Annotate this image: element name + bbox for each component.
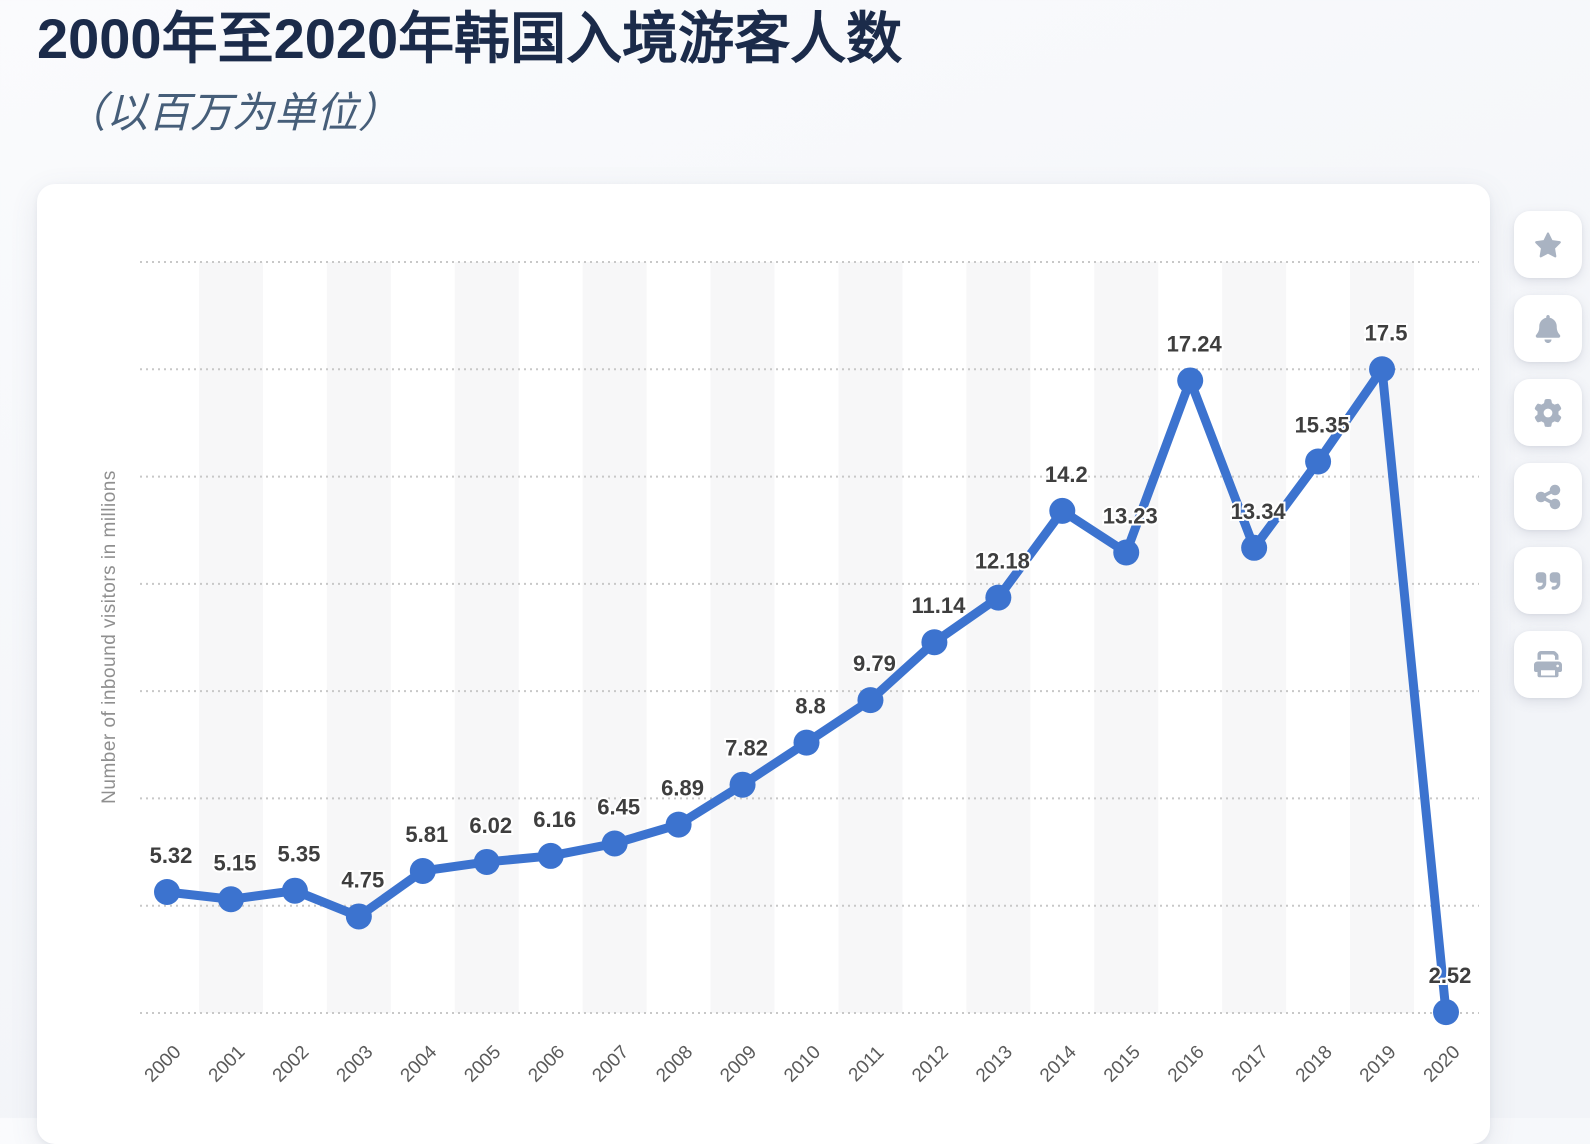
value-label: 6.89 (661, 776, 704, 801)
page-title: 2000年至2020年韩国入境游客人数 (37, 7, 903, 70)
value-label: 9.79 (853, 651, 896, 676)
x-tick-label: 2020 (1420, 1042, 1465, 1087)
data-point[interactable] (665, 811, 692, 838)
data-point[interactable] (217, 886, 244, 913)
value-label: 6.45 (597, 794, 640, 819)
data-point[interactable] (1305, 448, 1332, 475)
x-tick-label: 2017 (1228, 1042, 1273, 1087)
value-label: 12.18 (975, 549, 1030, 574)
year-band (1094, 262, 1159, 1013)
data-point[interactable] (921, 629, 948, 656)
value-label: 6.16 (533, 807, 576, 832)
data-point[interactable] (985, 584, 1012, 611)
printer-icon (1534, 650, 1562, 677)
data-point[interactable] (281, 877, 308, 904)
print-button[interactable] (1514, 631, 1582, 698)
value-label: 11.14 (911, 593, 966, 618)
y-axis-title: Number of inbound visitors in millions (99, 470, 120, 804)
data-point[interactable] (857, 687, 884, 714)
data-point[interactable] (473, 848, 500, 875)
value-label: 17.5 (1365, 320, 1408, 345)
year-band (454, 262, 519, 1013)
data-point[interactable] (729, 771, 756, 798)
data-point[interactable] (793, 729, 820, 756)
year-band (1222, 262, 1287, 1013)
year-band (326, 262, 391, 1013)
x-tick-label: 2009 (716, 1042, 761, 1087)
data-point[interactable] (409, 857, 436, 884)
settings-button[interactable] (1514, 379, 1582, 446)
line-chart[interactable]: 5.32 5.15 5.35 4.75 5.81 6.02 6.16 6.45 6.89 7.82… (37, 184, 1490, 1118)
data-point[interactable] (1049, 497, 1076, 524)
x-tick-label: 2012 (908, 1042, 953, 1087)
x-tick-label: 2003 (333, 1042, 378, 1087)
x-tick-label: 2014 (1036, 1041, 1081, 1086)
x-tick-label: 2001 (205, 1042, 250, 1087)
data-point[interactable] (1177, 367, 1204, 394)
data-point[interactable] (1369, 356, 1396, 383)
value-label: 13.23 (1103, 504, 1158, 529)
quote-icon (1535, 571, 1561, 590)
x-tick-label: 2007 (588, 1042, 633, 1087)
favorite-button[interactable] (1514, 211, 1582, 278)
x-tick-label: 2019 (1356, 1042, 1401, 1087)
data-point[interactable] (1433, 999, 1459, 1026)
x-tick-label: 2000 (141, 1042, 186, 1087)
x-tick-label: 2015 (1100, 1042, 1145, 1087)
notifications-button[interactable] (1514, 295, 1582, 362)
year-band (582, 262, 647, 1013)
value-label: 5.81 (405, 822, 448, 847)
value-label: 5.15 (214, 850, 257, 875)
x-tick-label: 2002 (269, 1042, 314, 1087)
value-label: 17.24 (1167, 331, 1223, 356)
star-icon (1535, 232, 1561, 257)
chart-card: 5.32 5.15 5.35 4.75 5.81 6.02 6.16 6.45 6.89 7.82… (37, 184, 1490, 1144)
page-subtitle: （以百万为单位） (64, 89, 401, 136)
value-label: 13.34 (1231, 499, 1287, 524)
cite-button[interactable] (1514, 547, 1582, 614)
x-tick-label: 2006 (524, 1042, 569, 1087)
data-point[interactable] (537, 842, 564, 869)
value-label: 4.75 (341, 867, 384, 892)
share-icon (1535, 484, 1561, 509)
gear-icon (1534, 398, 1562, 427)
x-tick-label: 2011 (845, 1042, 889, 1086)
x-tick-label: 2016 (1164, 1042, 1209, 1087)
x-tick-label: 2013 (972, 1042, 1017, 1087)
value-label: 8.8 (795, 694, 826, 719)
year-band (838, 262, 903, 1013)
value-label: 7.82 (725, 736, 768, 761)
year-band (966, 262, 1031, 1013)
x-tick-label: 2018 (1292, 1042, 1337, 1087)
value-label: 5.35 (277, 842, 320, 867)
data-point[interactable] (601, 830, 628, 857)
value-label: 15.35 (1295, 413, 1350, 438)
data-point[interactable] (345, 903, 372, 930)
value-label: 14.2 (1045, 462, 1088, 487)
x-tick-label: 2010 (780, 1042, 825, 1087)
value-label: 5.32 (150, 843, 193, 868)
data-point[interactable] (1241, 534, 1268, 561)
data-point[interactable] (154, 878, 180, 905)
data-point[interactable] (1113, 539, 1140, 566)
bell-icon (1535, 314, 1561, 343)
x-tick-label: 2004 (397, 1041, 442, 1086)
share-button[interactable] (1514, 463, 1582, 530)
x-tick-label: 2005 (460, 1042, 505, 1087)
x-tick-label: 2008 (652, 1042, 697, 1087)
year-band (710, 262, 775, 1013)
value-label: 2.52 (1429, 963, 1472, 988)
value-label: 6.02 (469, 813, 512, 838)
